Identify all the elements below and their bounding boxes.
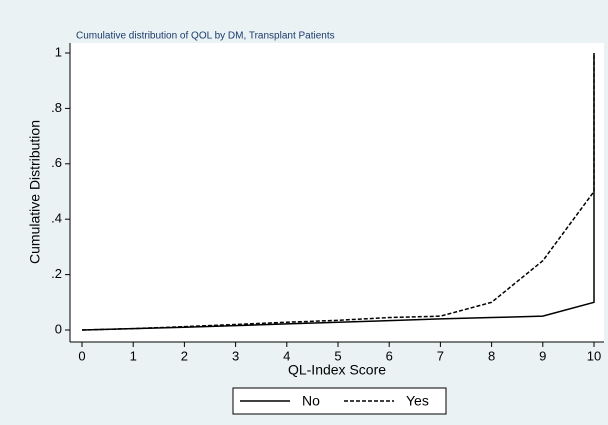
x-tick-label: 2 <box>181 348 188 363</box>
x-tick-label: 8 <box>488 348 495 363</box>
x-tick-label: 3 <box>232 348 239 363</box>
y-axis-label: Cumulative Distribution <box>27 120 43 264</box>
x-tick-label: 5 <box>334 348 341 363</box>
legend-label: Yes <box>406 393 429 409</box>
y-tick-label: 0 <box>55 321 62 336</box>
x-tick-label: 6 <box>386 348 393 363</box>
x-tick-label: 10 <box>587 348 601 363</box>
line-series <box>81 53 595 331</box>
y-tick-label: 1 <box>55 44 62 59</box>
x-tick-label: 1 <box>130 348 137 363</box>
y-tick-label: .4 <box>51 211 62 226</box>
chart-title: Cumulative distribution of QOL by DM, Tr… <box>76 31 335 42</box>
x-tick-label: 0 <box>78 348 85 363</box>
y-tick-label: .8 <box>51 100 62 115</box>
y-tick-label: .6 <box>51 155 62 170</box>
x-tick-label: 7 <box>437 348 444 363</box>
x-tick-label: 9 <box>539 348 546 363</box>
x-axis-label: QL-Index Score <box>288 362 386 378</box>
x-tick-label: 4 <box>283 348 290 363</box>
y-tick-label: .2 <box>51 266 62 281</box>
legend-label: No <box>302 393 320 409</box>
plot-area <box>70 43 604 342</box>
